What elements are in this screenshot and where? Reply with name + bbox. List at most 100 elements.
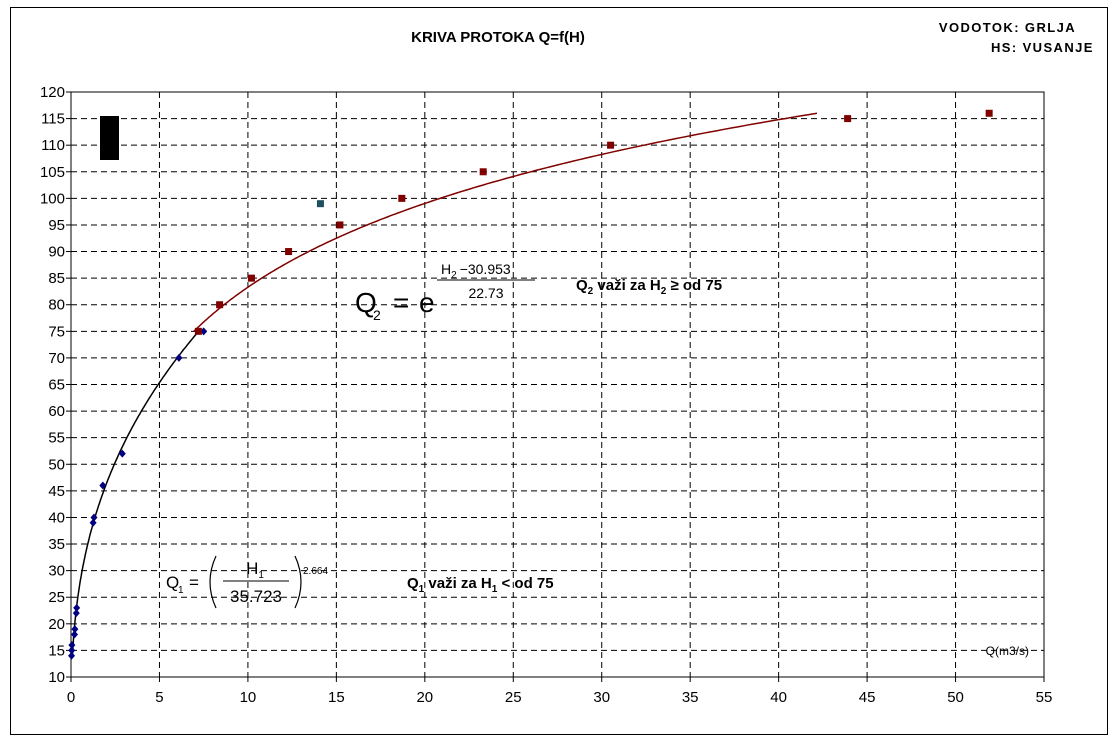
- q1-note-mid: važi za H: [424, 575, 492, 592]
- eq1-equals-sign: =: [189, 573, 199, 592]
- data-point-diamond: [72, 609, 80, 618]
- y-tick-label: 10: [48, 669, 65, 686]
- gauge-station-label: HS: VUSANJE: [991, 40, 1094, 55]
- x-tick-label: 30: [593, 689, 610, 706]
- q2-note-q: Q: [576, 277, 588, 294]
- fit-curve-q2: [193, 112, 818, 332]
- equation-q2: Q 2 = e H2 −30.953 22.73: [355, 261, 535, 323]
- chart-canvas: KRIVA PROTOKA Q=f(H) VODOTOK: GRLJA HS: …: [40, 20, 1094, 706]
- q1-validity-note: Q1 važi za H1 < od 75: [407, 575, 554, 595]
- x-tick-label: 10: [240, 689, 257, 706]
- y-tick-label: 110: [41, 137, 65, 154]
- y-tick-label: 80: [48, 297, 65, 314]
- x-tick-label: 15: [328, 689, 345, 706]
- eq1-q-subscript: 1: [178, 585, 184, 596]
- q2-note-end: ≥ od 75: [666, 277, 722, 294]
- y-tick-label: 115: [41, 111, 65, 128]
- y-tick-label: 120: [40, 84, 65, 101]
- y-tick-label: 40: [48, 509, 65, 526]
- eq2-h-symbol: H: [441, 261, 451, 277]
- q1-note-q-sub: 1: [419, 584, 425, 595]
- eq2-numerator-rest: −30.953: [460, 261, 511, 277]
- data-point-diamond: [68, 641, 76, 650]
- eq2-denominator: 22.73: [468, 285, 503, 301]
- data-point-diamond: [71, 625, 79, 634]
- eq2-base: e: [419, 287, 435, 318]
- x-tick-label: 50: [947, 689, 964, 706]
- eq1-numerator: H1: [246, 559, 264, 581]
- data-point-square: [194, 327, 202, 335]
- data-point-diamond: [200, 327, 208, 336]
- eq1-q-symbol: Q: [166, 573, 179, 592]
- data-point-square: [985, 109, 993, 117]
- x-tick-label: 45: [859, 689, 876, 706]
- y-tick-label: 105: [40, 164, 65, 181]
- eq1-h-subscript: 1: [258, 570, 264, 581]
- q2-validity-note: Q2 važi za H2 ≥ od 75: [576, 277, 722, 297]
- fit-curve-q1: [71, 330, 200, 656]
- data-point-square: [285, 248, 293, 256]
- y-tick-label: 85: [48, 270, 65, 287]
- q1-note-end: < od 75: [497, 575, 553, 592]
- equation-q1: Q 1 = H1 35.723 2.664: [166, 555, 328, 609]
- data-point-square: [479, 168, 487, 176]
- y-tick-label: 25: [48, 589, 65, 606]
- q1-note-q: Q: [407, 575, 419, 592]
- eq1-h-symbol: H: [246, 559, 258, 578]
- y-tick-label: 75: [48, 323, 65, 340]
- x-axis-unit-label: Q(m3/s): [986, 644, 1029, 658]
- eq1-right-paren: [294, 555, 302, 609]
- grid-lines: [71, 92, 1044, 677]
- y-tick-label: 70: [48, 350, 65, 367]
- q1-note-h-sub: 1: [492, 584, 498, 595]
- y-tick-label: 35: [48, 536, 65, 553]
- data-point-diamond: [175, 353, 183, 362]
- data-point-square: [216, 301, 224, 309]
- data-point-square: [844, 115, 852, 123]
- watercourse-label: VODOTOK: GRLJA: [939, 20, 1076, 35]
- data-point-diamond: [73, 603, 81, 612]
- y-tick-label: 50: [48, 456, 65, 473]
- y-tick-label: 55: [48, 430, 65, 447]
- y-tick-label: 65: [48, 377, 65, 394]
- data-point-square: [247, 274, 255, 282]
- eq1-left-paren: [209, 555, 217, 609]
- data-point-diamond: [89, 518, 97, 527]
- y-tick-label: 30: [48, 563, 65, 580]
- y-tick-label: 90: [48, 244, 65, 261]
- y-tick-label: 15: [48, 642, 65, 659]
- eq2-equals-sign: =: [393, 287, 409, 318]
- chart-title: KRIVA PROTOKA Q=f(H): [411, 29, 585, 46]
- x-tick-label: 0: [67, 689, 75, 706]
- x-tick-label: 20: [416, 689, 433, 706]
- axis-ticks: 0 5 10 15 20 25 30 35 40 45 50 55 10 15 20 25 30 35 40 45 50…: [40, 84, 1052, 706]
- y-tick-label: 100: [40, 190, 65, 207]
- q2-note-h-sub: 2: [661, 286, 667, 297]
- data-point-diamond: [118, 449, 126, 458]
- x-tick-label: 5: [155, 689, 163, 706]
- y-tick-label: 60: [48, 403, 65, 420]
- data-point-diamond: [68, 646, 76, 655]
- eq1-denominator: 35.723: [230, 587, 282, 606]
- data-point-square: [336, 221, 344, 229]
- x-tick-label: 25: [505, 689, 522, 706]
- data-point-diamond: [90, 513, 98, 522]
- y-tick-label: 95: [48, 217, 65, 234]
- eq2-q-symbol: Q: [355, 287, 377, 318]
- data-point-square: [607, 141, 615, 149]
- x-tick-label: 40: [770, 689, 787, 706]
- eq2-numerator: H2 −30.953: [441, 261, 511, 281]
- eq2-q-subscript: 2: [373, 307, 381, 323]
- legend-key: [100, 116, 119, 160]
- x-tick-label: 55: [1036, 689, 1053, 706]
- q2-note-q-sub: 2: [588, 286, 594, 297]
- fit-curves: [71, 112, 818, 656]
- data-point-diamond: [68, 651, 76, 660]
- eq2-h-subscript: 2: [451, 270, 457, 281]
- y-tick-label: 20: [48, 616, 65, 633]
- data-point-diamond: [71, 630, 79, 639]
- y-tick-label: 45: [48, 483, 65, 500]
- eq1-exponent: 2.664: [303, 566, 328, 577]
- chart-frame: KRIVA PROTOKA Q=f(H) VODOTOK: GRLJA HS: …: [10, 7, 1108, 735]
- data-points: [68, 109, 993, 660]
